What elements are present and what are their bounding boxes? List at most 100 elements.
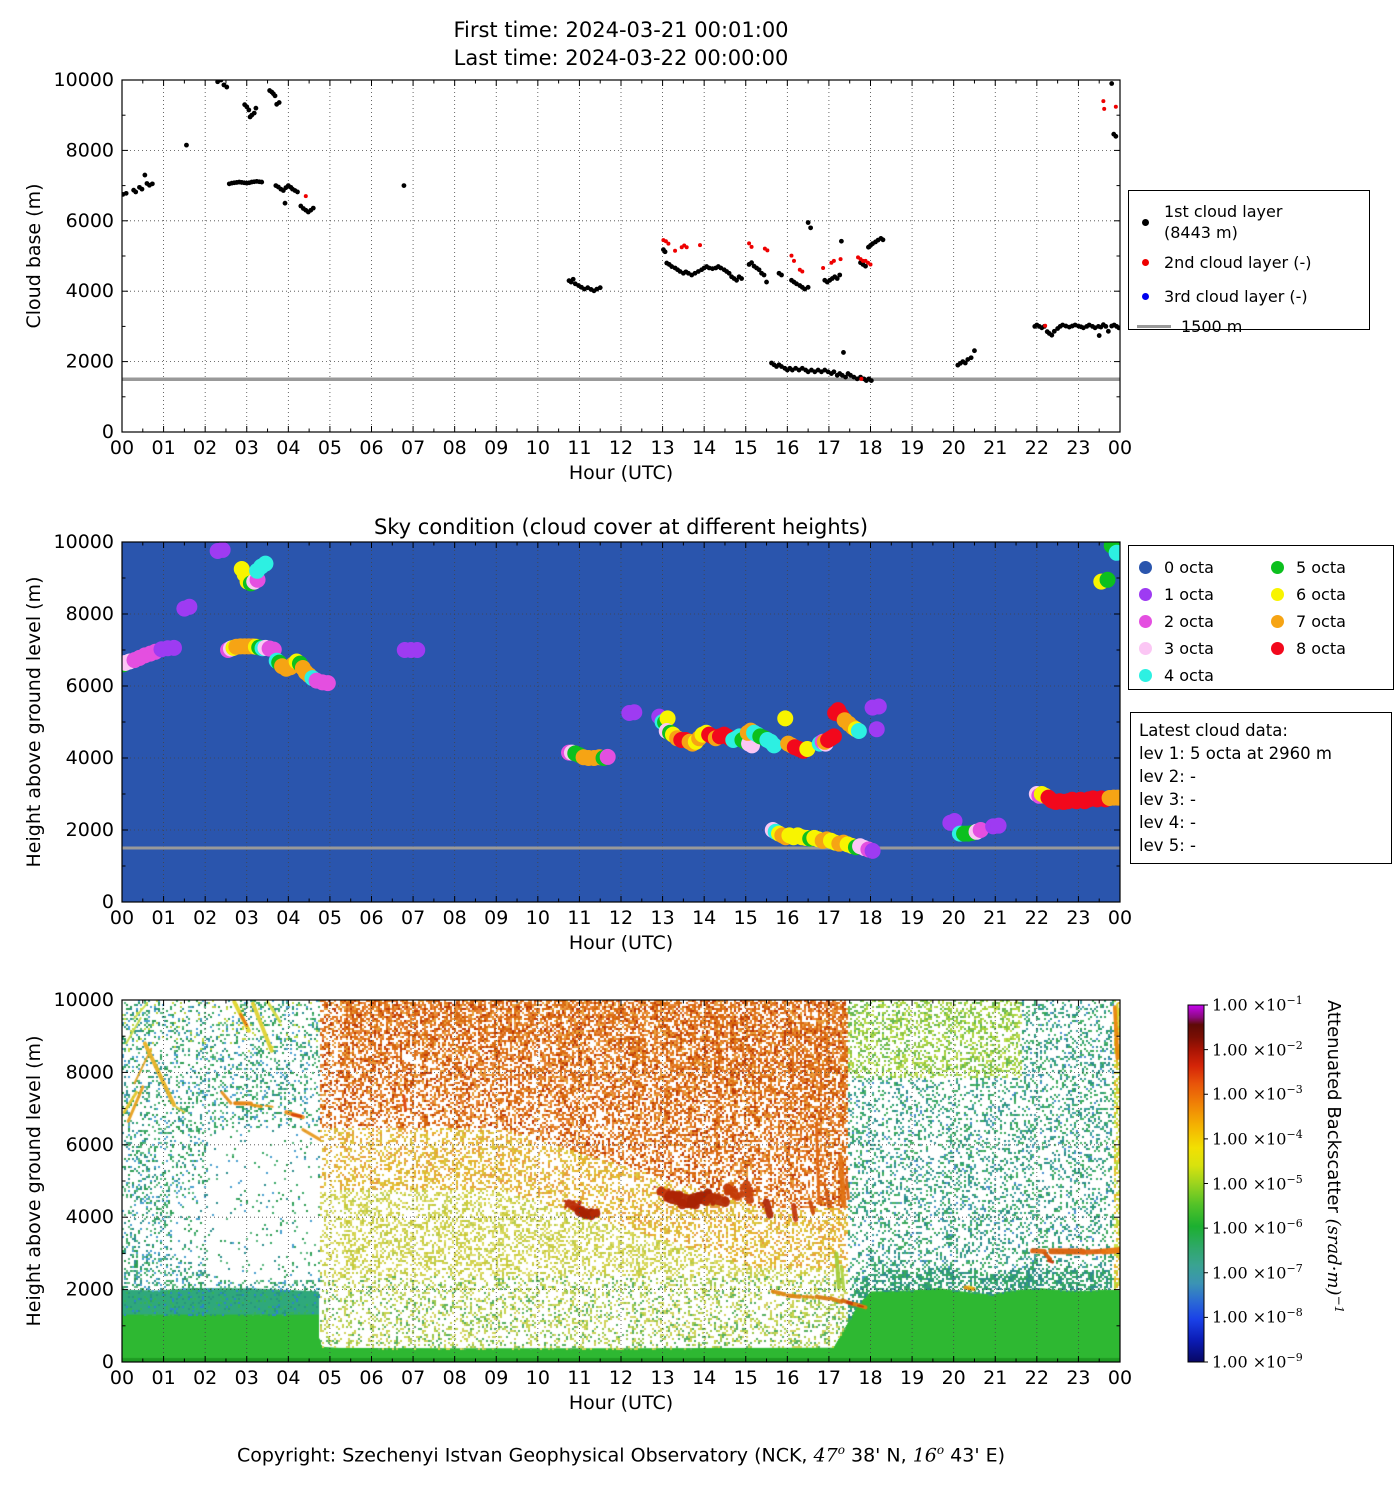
backscatter-ylabel: Height above ground level (m): [23, 1036, 45, 1327]
cloud-base-point: [880, 237, 886, 243]
cloud-base-points: [122, 80, 1120, 384]
octa-point: [181, 598, 198, 615]
cloud-base-point: [739, 276, 744, 281]
colorbar-tick-label: 1.00 ×10−9: [1212, 1351, 1303, 1372]
octa-point: [1099, 571, 1116, 588]
cloud-base-point: [139, 186, 145, 192]
x-tick-label: 01: [151, 907, 175, 929]
colorbar-axis-label-exp: −1: [1332, 1295, 1346, 1314]
y-tick-label: 4000: [66, 1206, 114, 1228]
octa-point: [990, 817, 1007, 834]
octa-point: [1109, 789, 1120, 806]
cloud-base-ylabel: Cloud base (m): [23, 184, 45, 329]
x-tick-label: 08: [443, 1367, 467, 1389]
x-tick-label: 13: [650, 907, 674, 929]
x-tick-label: 07: [401, 437, 425, 459]
octa-point: [626, 704, 643, 721]
cloud-base-point: [764, 279, 769, 285]
y-tick-label: 2000: [66, 1279, 114, 1301]
cloud-base-point: [749, 244, 754, 249]
legend-item-label: 1500 m: [1181, 317, 1243, 336]
x-tick-label: 23: [1066, 1367, 1090, 1389]
x-tick-label: 00: [110, 437, 134, 459]
x-tick-label: 18: [858, 437, 882, 459]
x-tick-label: 06: [359, 437, 383, 459]
cloud-base-point: [1102, 106, 1107, 111]
legend-dot: [1142, 292, 1149, 300]
octa-point: [972, 822, 989, 838]
x-tick-label: 13: [650, 1367, 674, 1389]
latest-cloud-data-box: Latest cloud data: lev 1: 5 octa at 2960…: [1130, 712, 1392, 864]
colorbar-tick-label: 1.00 ×10−7: [1212, 1261, 1303, 1283]
y-tick-label: 10000: [54, 989, 114, 1011]
cloud-base-point: [749, 260, 754, 266]
x-tick-label: 17: [817, 907, 841, 929]
x-tick-label: 16: [775, 1367, 799, 1389]
cloud-data-line: lev 4: -: [1139, 813, 1197, 832]
octa-point: [799, 741, 816, 757]
cloud-base-point: [1113, 133, 1119, 139]
cloud-base-point: [663, 239, 668, 244]
octa-legend-label: 8 octa: [1296, 639, 1346, 658]
x-tick-label: 17: [817, 437, 841, 459]
octa-point: [319, 675, 336, 692]
cloud-base-point: [859, 376, 864, 381]
x-tick-label: 12: [609, 907, 633, 929]
cloud-data-line: lev 2: -: [1139, 767, 1197, 786]
x-tick-label: 03: [235, 437, 259, 459]
x-tick-label: 10: [526, 1367, 550, 1389]
cloud-base-point: [805, 284, 811, 290]
cloud-base-point: [734, 277, 740, 283]
cloud-base-point: [570, 276, 576, 282]
cloud-base-point: [295, 189, 300, 195]
x-tick-label: 05: [318, 1367, 342, 1389]
x-tick-label: 19: [900, 907, 924, 929]
octa-legend-item: 3 octa: [1129, 635, 1261, 662]
x-tick-label: 04: [276, 1367, 300, 1389]
x-tick-label: 10: [526, 907, 550, 929]
octa-point: [1108, 544, 1120, 561]
octa-legend-dot: [1139, 588, 1152, 601]
x-tick-label: 03: [235, 1367, 259, 1389]
first-time-title: First time: 2024-03-21 00:01:00: [453, 18, 789, 42]
x-tick-label: 00: [1108, 907, 1132, 929]
legend-item-label: 3rd cloud layer (-): [1164, 286, 1308, 306]
cloud-base-point: [133, 189, 139, 195]
octa-point: [409, 642, 426, 658]
x-tick-label: 06: [359, 1367, 383, 1389]
x-tick-label: 00: [1108, 437, 1132, 459]
octa-legend-label: 5 octa: [1296, 558, 1346, 577]
cloud-base-point: [841, 350, 846, 355]
x-tick-label: 16: [775, 437, 799, 459]
x-axis-label: Hour (UTC): [569, 932, 673, 954]
sky-condition-frame: [121, 541, 1121, 903]
copyright-part: 16: [912, 1444, 937, 1467]
cloud-data-line: lev 3: -: [1139, 790, 1197, 809]
latest-cloud-data-title: Latest cloud data:: [1139, 721, 1288, 740]
cloud-base-point: [1049, 332, 1055, 338]
octa-point: [766, 737, 783, 754]
x-tick-label: 20: [942, 907, 966, 929]
octa-legend-label: 0 octa: [1164, 558, 1214, 577]
x-tick-label: 14: [692, 907, 716, 929]
cloud-base-point: [666, 241, 671, 246]
cloud-base-point: [184, 142, 189, 148]
x-tick-label: 01: [151, 437, 175, 459]
x-tick-label: 21: [983, 1367, 1007, 1389]
octa-legend-item: 0 octa: [1129, 554, 1261, 581]
x-tick-label: 15: [734, 907, 758, 929]
cloud-base-point: [747, 241, 752, 246]
y-tick-label: 6000: [66, 1134, 114, 1156]
copyright-part: o: [837, 1443, 845, 1457]
cloud-base-point: [272, 93, 278, 99]
octa-legend-dot: [1271, 615, 1284, 628]
x-tick-label: 15: [734, 437, 758, 459]
x-tick-label: 09: [484, 437, 508, 459]
y-tick-label: 10000: [54, 531, 114, 553]
x-axis-label: Hour (UTC): [569, 1392, 673, 1414]
cloud-data-line: lev 5: -: [1139, 836, 1197, 855]
cloud-base-point: [142, 172, 148, 178]
x-tick-label: 05: [318, 907, 342, 929]
